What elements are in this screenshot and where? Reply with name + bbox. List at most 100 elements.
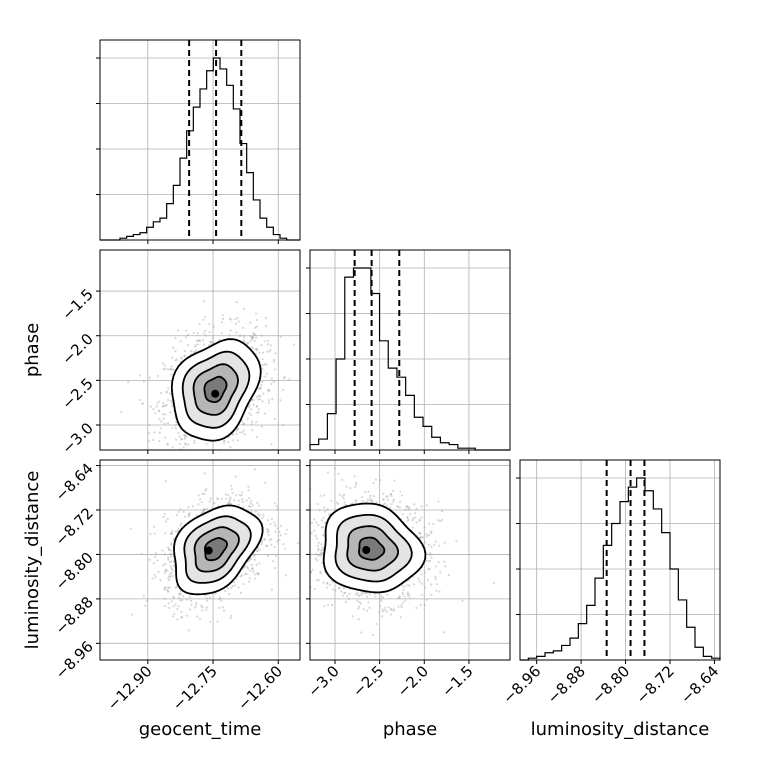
sample-point: [187, 513, 191, 516]
sample-point: [171, 368, 175, 371]
sample-point: [162, 402, 165, 405]
sample-point: [255, 325, 258, 328]
sample-point: [229, 586, 233, 590]
sample-point: [159, 578, 162, 582]
sample-point: [427, 543, 430, 546]
sample-point: [369, 494, 372, 497]
sample-point: [392, 500, 395, 503]
sample-point: [380, 595, 383, 598]
sample-point: [362, 608, 365, 611]
sample-point: [140, 552, 143, 556]
sample-point: [293, 343, 296, 346]
sample-point: [237, 499, 240, 502]
sample-point: [254, 312, 258, 315]
sample-point: [166, 422, 170, 425]
sample-point: [354, 498, 357, 502]
sample-point: [361, 496, 364, 499]
sample-point: [198, 323, 201, 326]
sample-point: [444, 565, 447, 568]
sample-point: [198, 339, 202, 342]
sample-point: [274, 554, 278, 557]
sample-point: [319, 555, 322, 558]
sample-point: [205, 608, 208, 611]
sample-point: [193, 606, 196, 609]
sample-point: [368, 593, 371, 596]
sample-point: [170, 365, 173, 368]
sample-point: [434, 565, 437, 568]
sample-point: [152, 562, 155, 565]
sample-point: [200, 500, 203, 504]
sample-point: [273, 546, 276, 549]
x-tick-label-geocent_time: −12.90: [104, 662, 156, 714]
sample-point: [319, 552, 322, 555]
sample-point: [203, 472, 206, 475]
sample-point: [371, 633, 374, 637]
sample-point: [412, 517, 415, 520]
sample-point: [236, 316, 239, 320]
sample-point: [264, 375, 267, 378]
sample-point: [439, 519, 442, 523]
sample-point: [187, 513, 191, 516]
sample-point: [351, 615, 354, 618]
joint-panel-phase-luminosity_distance: −3.0 −2.5 −2.0 −1.5: [301, 459, 511, 701]
sample-point: [167, 558, 170, 561]
sample-point: [401, 584, 404, 587]
sample-point: [237, 586, 240, 589]
sample-point: [443, 560, 446, 563]
sample-point: [183, 354, 186, 358]
sample-point: [172, 346, 175, 349]
sample-point: [230, 318, 233, 321]
sample-point: [256, 398, 260, 401]
sample-point: [156, 374, 160, 378]
joint-content: [129, 460, 299, 632]
sample-point: [179, 524, 182, 527]
y-tick-label-phase: −3.0: [58, 419, 96, 457]
sample-point: [492, 581, 495, 585]
sample-point: [314, 534, 317, 537]
sample-point: [401, 593, 404, 596]
sample-point: [141, 402, 144, 405]
sample-point: [370, 500, 373, 503]
sample-point: [270, 543, 273, 546]
sample-point: [301, 587, 303, 589]
sample-point: [338, 493, 342, 496]
sample-point: [438, 590, 441, 593]
sample-point: [304, 539, 306, 541]
sample-point: [422, 536, 425, 539]
sample-point: [322, 506, 326, 509]
sample-point: [154, 576, 157, 579]
contour-line-level-2: [192, 363, 239, 416]
sample-point: [178, 442, 182, 446]
sample-point: [163, 367, 166, 370]
sample-point: [181, 599, 184, 602]
sample-point: [166, 569, 169, 572]
y-tick-label-luminosity_distance: −8.80: [52, 549, 97, 594]
sample-point: [406, 584, 409, 587]
sample-point: [254, 347, 257, 351]
sample-point: [317, 541, 320, 544]
sample-point: [369, 499, 372, 502]
sample-point: [430, 593, 433, 596]
panel-frame: [519, 459, 721, 661]
sample-point: [412, 583, 415, 586]
sample-point: [253, 553, 256, 556]
sample-point: [229, 617, 232, 620]
sample-point: [426, 535, 429, 538]
sample-point: [375, 501, 378, 504]
sample-point: [278, 538, 281, 542]
sample-point: [190, 350, 193, 353]
sample-point: [158, 410, 161, 413]
sample-point: [320, 551, 323, 554]
sample-point: [257, 394, 261, 398]
sample-point: [199, 498, 202, 501]
sample-point: [255, 347, 258, 351]
sample-point: [399, 490, 402, 493]
sample-point: [247, 405, 250, 408]
sample-point: [270, 382, 273, 386]
sample-point: [229, 496, 232, 499]
sample-point: [240, 494, 243, 497]
sample-point: [383, 502, 386, 505]
sample-point: [163, 553, 167, 556]
sample-point: [404, 599, 407, 602]
